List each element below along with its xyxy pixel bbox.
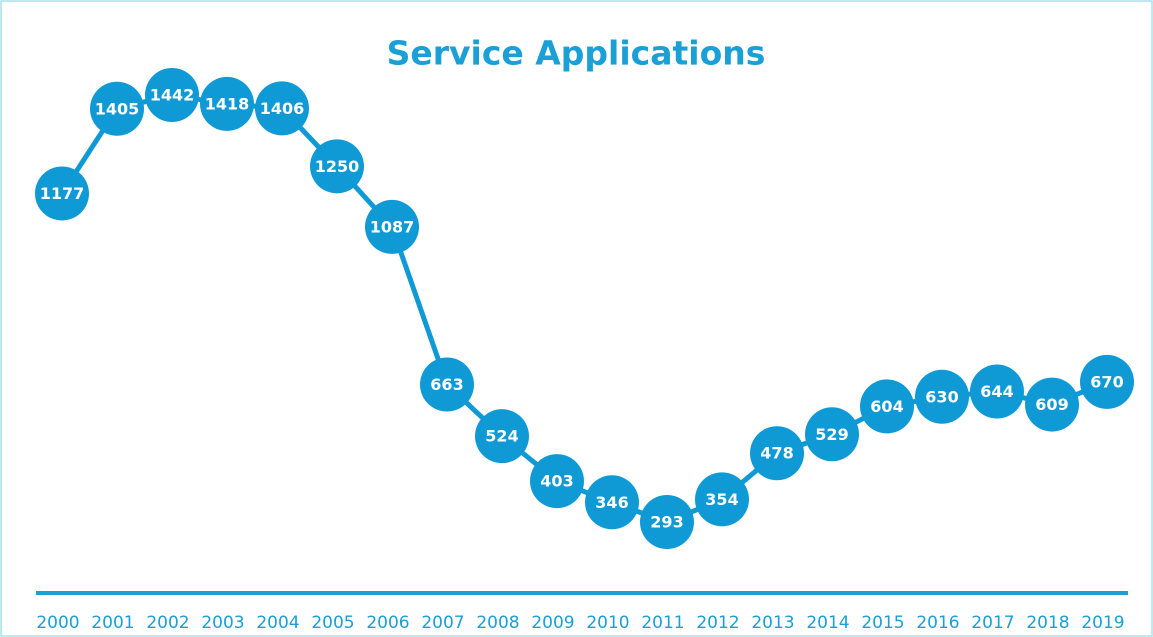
x-tick-label: 2009 (531, 613, 574, 633)
data-label: 1406 (260, 99, 305, 118)
x-tick-label: 2016 (916, 613, 959, 633)
point (970, 364, 1024, 419)
point (35, 166, 89, 221)
data-label: 630 (925, 387, 958, 406)
data-label: 1250 (315, 157, 360, 176)
point (640, 495, 694, 549)
data-label: 1442 (150, 86, 195, 105)
x-tick-label: 2006 (366, 613, 409, 633)
point (530, 454, 584, 509)
x-tick-label: 2012 (696, 613, 739, 633)
data-label: 1177 (40, 184, 85, 203)
data-label: 529 (815, 425, 848, 444)
x-tick-label: 2004 (256, 613, 299, 633)
x-tick-label: 2003 (201, 613, 244, 633)
point (365, 199, 419, 254)
point (475, 409, 529, 464)
x-tick-label: 2002 (146, 613, 189, 633)
x-tick-label: 2008 (476, 613, 519, 633)
point (255, 81, 309, 136)
x-tick-label: 2001 (91, 613, 134, 633)
data-label: 644 (980, 382, 1013, 401)
data-label: 670 (1090, 372, 1123, 391)
x-tick-label: 2019 (1081, 613, 1124, 633)
data-label: 1418 (205, 94, 250, 113)
point (585, 475, 639, 530)
point (310, 139, 364, 194)
data-label: 524 (485, 427, 518, 446)
point (915, 369, 969, 424)
point (420, 357, 474, 412)
point (750, 426, 804, 481)
x-tick-label: 2011 (641, 613, 684, 633)
point (90, 81, 144, 136)
x-tick-label: 2007 (421, 613, 464, 633)
x-tick-label: 2014 (806, 613, 849, 633)
data-label: 478 (760, 444, 793, 463)
point (1080, 354, 1134, 409)
point (860, 379, 914, 434)
data-label: 346 (595, 493, 628, 512)
data-label: 1405 (95, 99, 140, 118)
chart-title: Service Applications (387, 34, 766, 73)
data-label: 293 (650, 513, 683, 532)
point (1025, 377, 1079, 432)
x-tick-label: 2010 (586, 613, 629, 633)
data-label: 663 (430, 375, 463, 394)
x-tick-label: 2013 (751, 613, 794, 633)
data-label: 354 (705, 490, 738, 509)
x-tick-label: 2017 (971, 613, 1014, 633)
x-tick-label: 2000 (36, 613, 79, 633)
x-tick-label: 2005 (311, 613, 354, 633)
data-label: 609 (1035, 395, 1068, 414)
x-tick-label: 2015 (861, 613, 904, 633)
x-tick-label: 2018 (1026, 613, 1069, 633)
data-label: 604 (870, 397, 903, 416)
point (805, 407, 859, 462)
data-label: 403 (540, 472, 573, 491)
data-label: 1087 (370, 217, 415, 236)
point (200, 76, 254, 131)
point (145, 68, 199, 122)
point (695, 472, 749, 527)
